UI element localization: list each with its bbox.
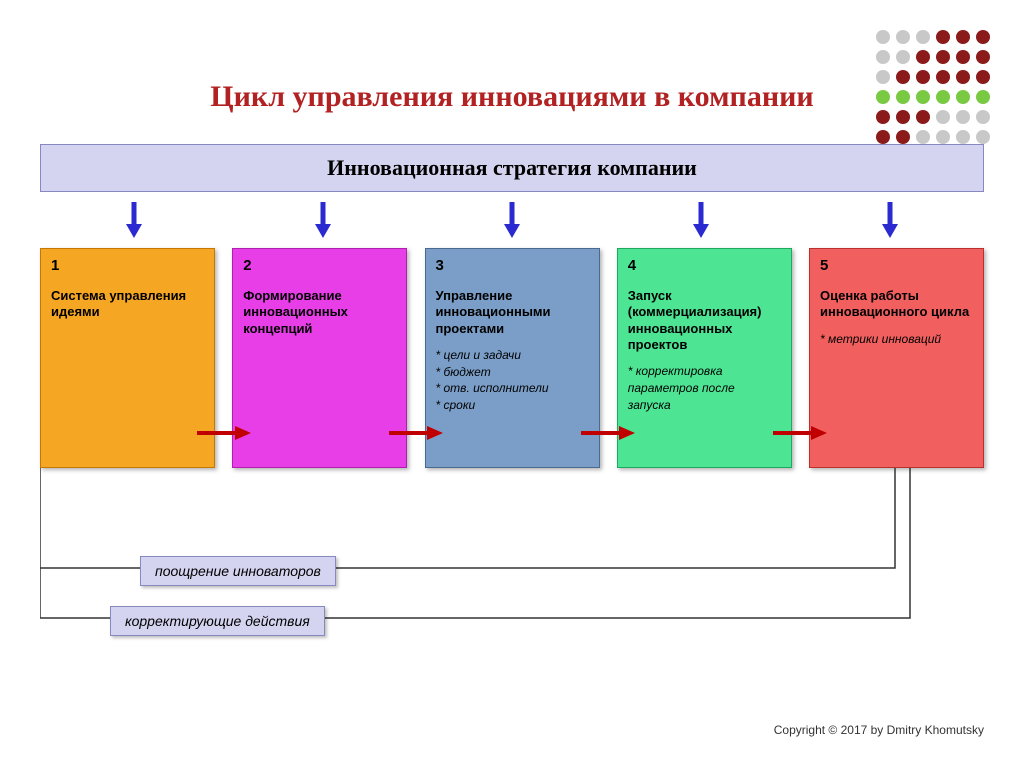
stage-title: Оценка работы инновационного цикла (820, 288, 973, 321)
dot-icon (896, 90, 910, 104)
dot-icon (956, 50, 970, 64)
arrow-down-icon (691, 202, 711, 238)
stage-box-5: 5 Оценка работы инновационного цикла * ме… (809, 248, 984, 468)
dot-icon (896, 130, 910, 144)
dot-icon (916, 110, 930, 124)
stage-number: 1 (51, 257, 204, 274)
dot-icon (956, 90, 970, 104)
arrow-right-icon (581, 423, 631, 443)
dot-icon (876, 70, 890, 84)
stage-number: 4 (628, 257, 781, 274)
strategy-bar: Инновационная стратегия компании (40, 144, 984, 192)
dot-icon (956, 70, 970, 84)
stage-title: Управление инновационными проектами (436, 288, 589, 337)
dot-icon (936, 30, 950, 44)
arrow-down-icon (124, 202, 144, 238)
stage-bullets: * метрики инноваций (820, 331, 973, 348)
arrows-down-row (40, 192, 984, 248)
stages-row: 1 Система управления идеями 2 Формирование … (40, 248, 984, 468)
dot-icon (956, 130, 970, 144)
dot-icon (876, 90, 890, 104)
dot-icon (896, 70, 910, 84)
slide-title: Цикл управления инновациями в компании (0, 0, 1024, 144)
stage-box-2: 2 Формирование инновационных концепций (232, 248, 407, 468)
dot-icon (936, 110, 950, 124)
dot-icon (976, 50, 990, 64)
dot-icon (916, 90, 930, 104)
stage-title: Система управления идеями (51, 288, 204, 321)
feedback-area: поощрение инноваторов корректирующие дей… (40, 468, 984, 698)
dot-icon (896, 110, 910, 124)
dot-icon (876, 110, 890, 124)
stage-title: Запуск (коммерциализация) инновационных … (628, 288, 781, 353)
decorative-dot-grid (876, 30, 994, 148)
dot-icon (976, 110, 990, 124)
dot-icon (936, 90, 950, 104)
arrow-right-icon (197, 423, 247, 443)
stage-title: Формирование инновационных концепций (243, 288, 396, 337)
dot-icon (916, 130, 930, 144)
stage-bullets: * корректировка параметров после запуска (628, 363, 781, 413)
feedback-box-2: корректирующие действия (110, 606, 325, 636)
stage-number: 3 (436, 257, 589, 274)
stage-number: 5 (820, 257, 973, 274)
dot-icon (876, 30, 890, 44)
dot-icon (936, 70, 950, 84)
dot-icon (976, 130, 990, 144)
dot-icon (956, 30, 970, 44)
dot-icon (896, 50, 910, 64)
dot-icon (876, 50, 890, 64)
dot-icon (936, 50, 950, 64)
feedback-box-1: поощрение инноваторов (140, 556, 336, 586)
stage-bullets: * цели и задачи * бюджет * отв. исполнит… (436, 347, 589, 414)
stage-box-4: 4 Запуск (коммерциализация) инновационных… (617, 248, 792, 468)
dot-icon (976, 70, 990, 84)
dot-icon (916, 70, 930, 84)
dot-icon (876, 130, 890, 144)
dot-icon (896, 30, 910, 44)
stage-box-3: 3 Управление инновационными проектами * це… (425, 248, 600, 468)
arrow-down-icon (502, 202, 522, 238)
copyright-text: Copyright © 2017 by Dmitry Khomutsky (774, 723, 984, 737)
dot-icon (936, 130, 950, 144)
stage-number: 2 (243, 257, 396, 274)
stage-box-1: 1 Система управления идеями (40, 248, 215, 468)
arrow-right-icon (389, 423, 439, 443)
arrow-down-icon (880, 202, 900, 238)
dot-icon (976, 30, 990, 44)
dot-icon (916, 50, 930, 64)
arrow-down-icon (313, 202, 333, 238)
dot-icon (956, 110, 970, 124)
dot-icon (976, 90, 990, 104)
arrow-right-icon (773, 423, 823, 443)
dot-icon (916, 30, 930, 44)
